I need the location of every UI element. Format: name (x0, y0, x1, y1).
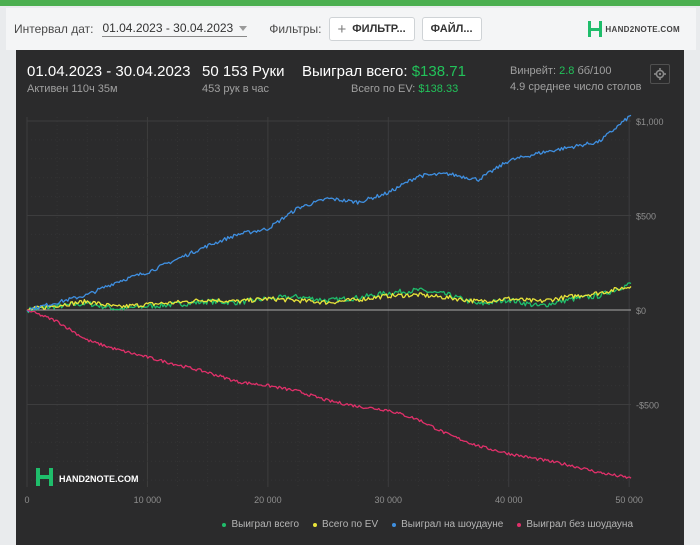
chart-watermark: HAND2NOTE.COM (36, 468, 139, 486)
winrate-value: 2.8 (559, 65, 575, 77)
summary-hands: 50 153 Руки (202, 63, 285, 80)
x-tick-label: 50 000 (615, 495, 643, 505)
legend-item-showdown[interactable]: Выиграл на шоудауне (392, 519, 503, 530)
legend-dot (517, 522, 522, 527)
summary-active-time: Активен 110ч 35м (27, 83, 118, 95)
x-tick-label: 30 000 (375, 495, 403, 505)
summary-tables: 4.9 среднее число столов (510, 81, 642, 93)
legend-label: Выиграл на шоудауне (401, 519, 504, 530)
filter-button[interactable]: + ФИЛЬТР... (328, 17, 415, 41)
winrate-unit: бб/100 (577, 65, 612, 77)
y-tick-label: -$500 (636, 401, 659, 411)
summary-ev-total: Всего по EV: $138.33 (351, 83, 458, 95)
x-tick-label: 10 000 (134, 495, 162, 505)
series-line-2 (26, 114, 632, 313)
filters-label: Фильтры: (269, 22, 322, 36)
x-tick-label: 20 000 (254, 495, 282, 505)
chart-legend: Выиграл всего Всего по EV Выиграл на шоу… (16, 519, 684, 530)
legend-label: Выиграл без шоудауна (526, 519, 633, 530)
date-range-value: 01.04.2023 - 30.04.2023 (102, 21, 234, 35)
legend-dot (222, 522, 227, 527)
ev-label: Всего по EV: (351, 83, 416, 95)
winrate-label: Винрейт: (510, 65, 557, 77)
plus-icon: + (337, 20, 347, 38)
summary-range: 01.04.2023 - 30.04.2023 (27, 63, 191, 80)
filter-button-label: ФИЛЬТР... (352, 23, 406, 35)
legend-dot (392, 522, 397, 527)
toolbar: Интервал дат: 01.04.2023 - 30.04.2023 Фи… (6, 8, 696, 50)
legend-dot (313, 522, 318, 527)
x-tick-label: 0 (24, 495, 29, 505)
brand-logo[interactable]: HAND2NOTE.COM (588, 21, 680, 37)
won-value: $138.71 (411, 63, 466, 80)
graph-panel: 01.04.2023 - 30.04.2023 Активен 110ч 35м… (16, 50, 684, 545)
ev-value: $138.33 (418, 83, 459, 95)
x-axis-labels: 0 10 000 20 000 30 000 40 000 50 000 (24, 495, 642, 505)
won-label: Выиграл всего: (302, 63, 408, 80)
x-tick-label: 40 000 (495, 495, 523, 505)
files-button-label: ФАЙЛ... (430, 23, 473, 35)
brand-name: HAND2NOTE.COM (605, 24, 680, 34)
legend-label: Выиграл всего (231, 519, 300, 530)
legend-item-ev-total[interactable]: Всего по EV (313, 519, 378, 530)
y-tick-label: $0 (636, 306, 646, 316)
settings-button[interactable] (650, 64, 670, 84)
date-range-label: Интервал дат: (14, 22, 94, 36)
series-line-3 (26, 309, 632, 479)
summary-hands-per-hour: 453 рук в час (202, 83, 270, 95)
legend-label: Всего по EV (322, 519, 379, 530)
legend-item-won-total[interactable]: Выиграл всего (222, 519, 299, 530)
profit-chart: $1,000 $500 $0 -$500 0 10 000 20 000 30 000 40 … (24, 114, 664, 505)
summary-won-total: Выиграл всего: $138.71 (302, 63, 466, 80)
watermark-text: HAND2NOTE.COM (59, 474, 139, 484)
y-tick-label: $500 (636, 212, 656, 222)
y-axis-labels: $1,000 $500 $0 -$500 (636, 117, 664, 411)
top-accent-bar (0, 0, 700, 6)
legend-item-non-showdown[interactable]: Выиграл без шоудауна (517, 519, 633, 530)
chart-grid (26, 117, 631, 487)
summary-winrate: Винрейт: 2.8 бб/100 (510, 65, 611, 77)
chart-series (26, 114, 632, 479)
date-range-select[interactable]: 01.04.2023 - 30.04.2023 (102, 21, 248, 37)
hand2note-logo-icon (588, 21, 603, 37)
files-button[interactable]: ФАЙЛ... (421, 17, 482, 41)
chevron-down-icon (239, 25, 248, 31)
y-tick-label: $1,000 (636, 117, 664, 127)
gear-icon (654, 68, 666, 80)
series-line-1 (26, 285, 632, 311)
